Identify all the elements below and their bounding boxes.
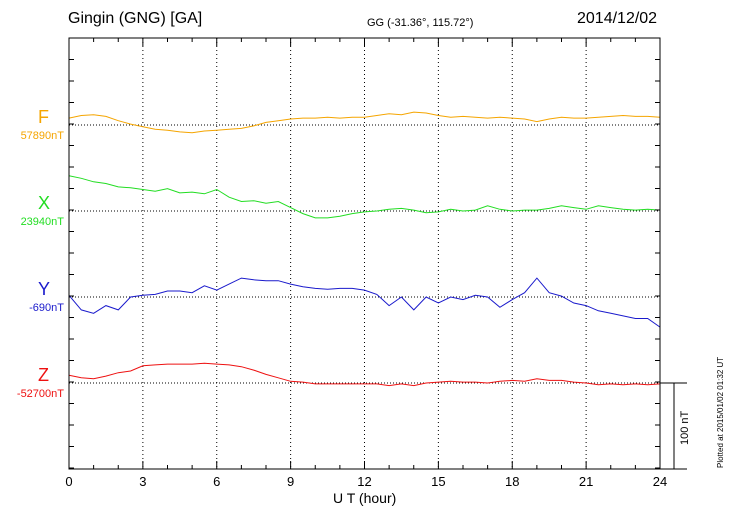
x-tick-label: 24	[653, 474, 667, 489]
baseline-value-y: -690nT	[29, 302, 64, 314]
station-coordinates: GG (-31.36°, 115.72°)	[367, 17, 474, 29]
component-label-y: Y	[38, 279, 51, 299]
x-tick-label: 18	[505, 474, 519, 489]
x-tick-label: 12	[357, 474, 371, 489]
x-tick-label: 0	[65, 474, 72, 489]
series-line-f	[68, 111, 661, 134]
x-tick-label: 9	[287, 474, 294, 489]
series-line-y	[68, 277, 661, 328]
component-label-z: Z	[38, 365, 49, 385]
baseline-value-z: -52700nT	[16, 388, 64, 400]
series-line-z	[68, 362, 661, 387]
x-axis-label: U T (hour)	[333, 490, 397, 506]
plotted-timestamp: Plotted at 2015/01/02 01:32 UT	[716, 356, 725, 468]
scale-bar-label: 100 nT	[679, 410, 691, 445]
baseline-value-f: 57890nT	[20, 130, 64, 142]
series-line-x	[68, 175, 661, 219]
x-tick-label: 6	[213, 474, 220, 489]
x-tick-label: 15	[431, 474, 445, 489]
station-title: Gingin (GNG) [GA]	[68, 10, 203, 27]
component-label-x: X	[38, 193, 51, 213]
baseline-value-x: 23940nT	[20, 216, 64, 228]
x-tick-label: 3	[139, 474, 146, 489]
date-label: 2014/12/02	[577, 10, 658, 27]
x-tick-label: 21	[579, 474, 593, 489]
component-label-f: F	[38, 107, 49, 127]
